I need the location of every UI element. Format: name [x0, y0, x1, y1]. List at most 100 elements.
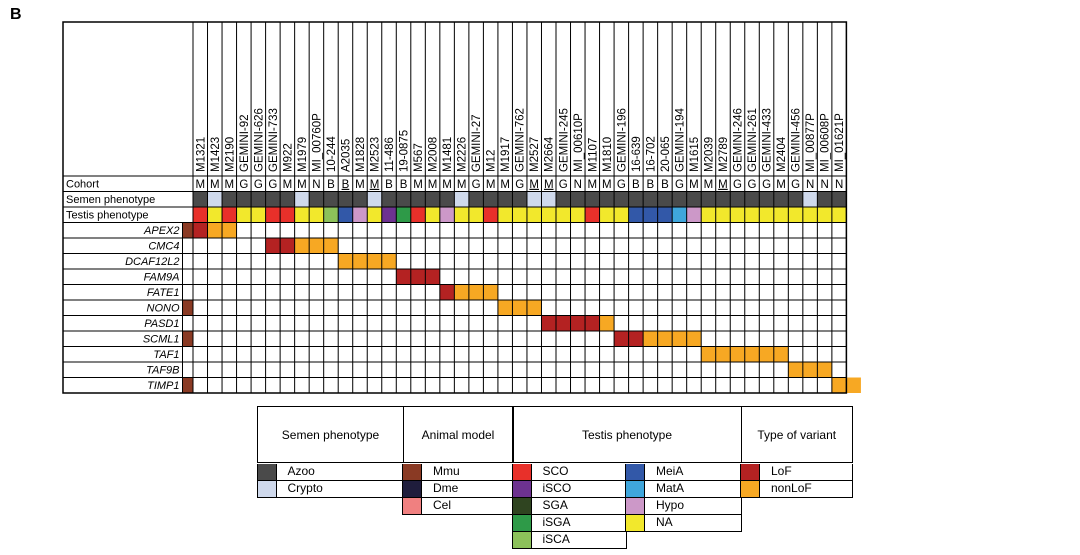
- legend-label: Azoo: [288, 464, 315, 479]
- semen-cell: [208, 192, 223, 208]
- semen-cell: [556, 192, 571, 208]
- semen-cell: [498, 192, 513, 208]
- testis-cell: [571, 207, 586, 223]
- variant-cell: [382, 254, 397, 270]
- legend-swatch: [258, 464, 277, 480]
- patient-id: GEMINI-626: [253, 108, 265, 172]
- cohort-code: G: [617, 179, 626, 191]
- testis-cell: [324, 207, 339, 223]
- patient-id: M12: [486, 150, 498, 172]
- legend-swatch: [513, 532, 532, 548]
- legend-label: LoF: [771, 464, 792, 479]
- patient-id: GEMINI-762: [515, 108, 527, 172]
- row-label-cohort: Cohort: [66, 179, 99, 191]
- semen-cell: [803, 192, 818, 208]
- legend-label: SCO: [543, 464, 569, 479]
- legend-swatch: [513, 464, 532, 480]
- testis-cell: [367, 207, 382, 223]
- patient-id: GEMINI-456: [791, 108, 803, 172]
- testis-cell: [498, 207, 513, 223]
- testis-cell: [556, 207, 571, 223]
- patient-id: M2527: [529, 137, 541, 172]
- semen-cell: [324, 192, 339, 208]
- cohort-code: G: [472, 179, 481, 191]
- variant-matrix: M1321 M1423 M2190 GEMINI-92 GEMINI-626 GEMINI…: [0, 0, 1080, 400]
- patient-id: MI_00877P: [805, 113, 817, 172]
- variant-cell: [687, 331, 702, 347]
- semen-cell: [353, 192, 368, 208]
- legend-swatch: [626, 481, 645, 497]
- gene-label: SCML1: [143, 334, 180, 346]
- gene-label: FATE1: [147, 287, 180, 299]
- gene-label: DCAF12L2: [125, 256, 179, 268]
- row-label-semen: Semen phenotype: [66, 194, 155, 206]
- cohort-code: B: [661, 179, 669, 191]
- semen-cell: [193, 192, 208, 208]
- legend-item-meia: MeiA: [625, 464, 742, 481]
- variant-cell: [716, 347, 731, 363]
- legend-item-isga: iSGA: [512, 515, 627, 532]
- variant-cell: [643, 331, 658, 347]
- semen-cell: [251, 192, 266, 208]
- variant-cell: [585, 316, 600, 332]
- patient-id: GEMINI-194: [674, 107, 686, 172]
- testis-cell: [687, 207, 702, 223]
- patient-id: M1615: [689, 137, 701, 172]
- variant-cell: [193, 223, 208, 239]
- patient-id: M1481: [442, 137, 454, 172]
- cohort-code: M: [355, 179, 365, 191]
- cohort-code: M: [500, 179, 510, 191]
- legend-label: nonLoF: [771, 481, 812, 496]
- legend-swatch: [403, 481, 422, 497]
- legend-item-mata: MatA: [625, 481, 742, 498]
- testis-cell: [425, 207, 440, 223]
- legend: Semen phenotype Azoo Crypto Animal model …: [257, 406, 853, 548]
- cohort-code: M: [689, 179, 699, 191]
- legend-swatch: [626, 515, 645, 531]
- patient-id: MI_01621P: [834, 113, 846, 172]
- cohort-code: M: [195, 179, 205, 191]
- legend-label: MatA: [656, 481, 684, 496]
- testis-cell: [222, 207, 237, 223]
- legend-variant-type: Type of variant LoF nonLoF: [741, 406, 854, 463]
- variant-cell: [759, 347, 774, 363]
- cohort-code: G: [791, 179, 800, 191]
- semen-cell: [469, 192, 484, 208]
- patient-id: M2008: [428, 137, 440, 172]
- variant-cell: [454, 285, 469, 301]
- legend-variant-title: Type of variant: [742, 407, 853, 464]
- semen-cell: [701, 192, 716, 208]
- testis-cell: [280, 207, 295, 223]
- cohort-code: M: [457, 179, 467, 191]
- variant-cell: [730, 347, 745, 363]
- variant-cell: [425, 269, 440, 285]
- testis-cell: [454, 207, 469, 223]
- testis-cell: [396, 207, 411, 223]
- variant-cell: [788, 362, 803, 378]
- animal-model-cell: [183, 378, 194, 394]
- cohort-code: M: [544, 179, 554, 191]
- legend-swatch: [513, 515, 532, 531]
- testis-cell: [658, 207, 673, 223]
- variant-cell: [469, 285, 484, 301]
- legend-item-crypto: Crypto: [257, 481, 404, 498]
- gene-label: NONO: [147, 303, 180, 315]
- animal-model-cell: [183, 300, 194, 316]
- legend-label: iSCO: [543, 481, 572, 496]
- gene-label: FAM9A: [144, 272, 180, 284]
- cohort-code: G: [254, 179, 263, 191]
- cohort-code: M: [588, 179, 598, 191]
- variant-cell: [295, 238, 310, 254]
- patient-id: M2523: [370, 137, 382, 172]
- cohort-code: M: [442, 179, 452, 191]
- testis-cell: [730, 207, 745, 223]
- variant-cell: [774, 347, 789, 363]
- testis-cell: [629, 207, 644, 223]
- semen-cell: [658, 192, 673, 208]
- semen-cell: [309, 192, 324, 208]
- testis-cell: [440, 207, 455, 223]
- variant-cell: [411, 269, 426, 285]
- cohort-code: M: [486, 179, 496, 191]
- legend-label: SGA: [543, 498, 568, 513]
- semen-cell: [483, 192, 498, 208]
